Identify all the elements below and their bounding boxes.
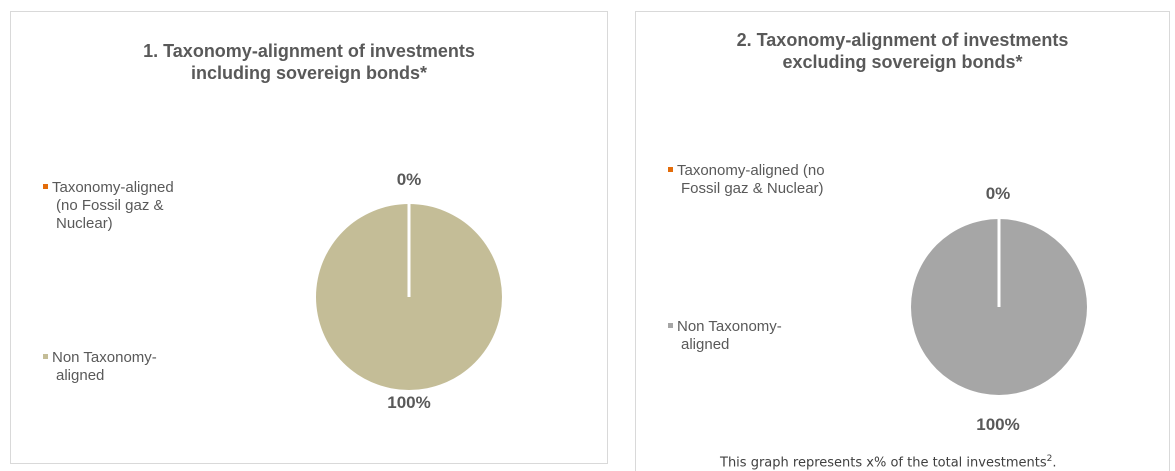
legend-label: Nuclear): [56, 215, 113, 232]
legend-label: Taxonomy-aligned: [52, 179, 174, 196]
data-label-non-taxonomy-aligned: 100%: [387, 393, 431, 412]
legend-swatch: [668, 322, 673, 328]
footnote-superscript: 2: [1046, 454, 1053, 464]
chart-title-line: including sovereign bonds*: [190, 63, 428, 83]
legend-item-taxonomy-aligned: Taxonomy-aligned (no Fossil gaz & Nuclea…: [43, 179, 174, 233]
legend-swatch: [43, 183, 48, 189]
chart-title: 2. Taxonomy-alignment of investments exc…: [636, 29, 1169, 73]
legend-label: Taxonomy-aligned (no: [677, 162, 825, 179]
chart-title-line: excluding sovereign bonds*: [782, 52, 1023, 72]
legend-item-non-taxonomy-aligned: Non Taxonomy- aligned: [43, 349, 157, 385]
footnote-suffix: .: [1052, 455, 1057, 471]
data-label-taxonomy-aligned: 0%: [396, 170, 422, 189]
chart-panel-1: 1. Taxonomy-alignment of investments inc…: [10, 11, 608, 464]
chart-title-line: 2. Taxonomy-alignment of investments: [736, 30, 1069, 50]
chart-title: 1. Taxonomy-alignment of investments inc…: [11, 40, 607, 84]
legend-label: Non Taxonomy-: [677, 318, 782, 335]
data-label-non-taxonomy-aligned: 100%: [976, 415, 1020, 434]
chart-title-line: 1. Taxonomy-alignment of investments: [143, 41, 475, 61]
legend-label: aligned: [681, 336, 730, 353]
pie-chart: [911, 219, 1087, 395]
legend-label: aligned: [56, 367, 105, 384]
legend-swatch: [668, 166, 673, 172]
data-label-taxonomy-aligned: 0%: [985, 184, 1011, 203]
legend-swatch: [43, 353, 48, 359]
chart-panel-2: 2. Taxonomy-alignment of investments exc…: [635, 11, 1170, 471]
pie-chart: [316, 204, 502, 390]
legend-label: Non Taxonomy-: [52, 349, 157, 366]
legend-label: Fossil gaz & Nuclear): [681, 180, 824, 197]
legend-item-taxonomy-aligned: Taxonomy-aligned (no Fossil gaz & Nuclea…: [668, 162, 825, 198]
footnote-text: This graph represents x% of the total in…: [720, 455, 1047, 471]
legend-item-non-taxonomy-aligned: Non Taxonomy- aligned: [668, 318, 782, 354]
footnote: This graph represents x% of the total in…: [720, 454, 1057, 470]
legend-label: (no Fossil gaz &: [56, 197, 164, 214]
